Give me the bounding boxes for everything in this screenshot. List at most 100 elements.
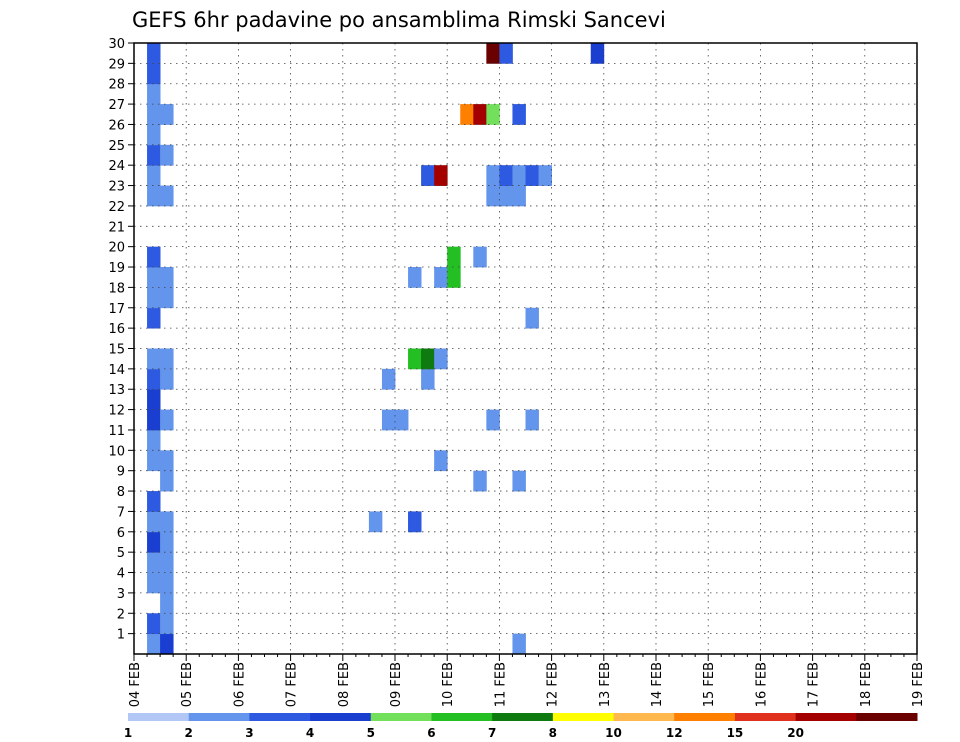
precip-cell bbox=[147, 450, 161, 472]
precip-cell bbox=[590, 42, 605, 64]
precip-cell bbox=[460, 104, 474, 125]
precip-cell bbox=[408, 348, 422, 370]
colorbar-label: 7 bbox=[488, 726, 496, 740]
precip-cell bbox=[147, 409, 161, 431]
y-tick-label: 21 bbox=[108, 220, 125, 235]
precip-cell bbox=[525, 307, 539, 329]
precip-cell bbox=[147, 267, 161, 288]
precip-cell bbox=[473, 246, 487, 268]
precip-cell bbox=[473, 104, 487, 125]
y-tick-label: 7 bbox=[117, 505, 125, 520]
colorbar-swatch bbox=[795, 713, 857, 721]
colorbar-label: 5 bbox=[367, 726, 375, 740]
y-tick-label: 5 bbox=[117, 546, 125, 561]
precip-cell bbox=[512, 104, 526, 125]
y-tick-label: 19 bbox=[108, 261, 125, 276]
precip-cell bbox=[147, 104, 161, 125]
y-tick-label: 8 bbox=[117, 485, 125, 500]
precip-cell bbox=[473, 470, 487, 492]
precip-cell bbox=[160, 368, 174, 390]
precip-cell bbox=[147, 572, 161, 594]
colorbar-swatch bbox=[492, 713, 554, 721]
precip-cell bbox=[421, 368, 435, 390]
precip-cell bbox=[160, 531, 174, 553]
y-tick-label: 13 bbox=[108, 383, 125, 398]
colorbar-swatch bbox=[674, 713, 736, 721]
precip-cell bbox=[421, 348, 435, 370]
y-tick-label: 12 bbox=[108, 404, 125, 419]
x-tick-label: 14 FEB bbox=[650, 662, 665, 707]
precip-cell bbox=[147, 165, 161, 186]
y-tick-label: 20 bbox=[108, 241, 125, 256]
x-tick-label: 08 FEB bbox=[337, 662, 352, 707]
precip-cell bbox=[408, 267, 422, 288]
precip-cell bbox=[160, 267, 174, 288]
precip-cell bbox=[499, 42, 513, 64]
precip-cell bbox=[381, 409, 396, 431]
y-tick-label: 14 bbox=[108, 363, 125, 378]
colorbar-label: 20 bbox=[787, 726, 804, 740]
y-tick-label: 2 bbox=[117, 607, 125, 622]
x-tick-label: 18 FEB bbox=[859, 662, 874, 707]
y-tick-label: 15 bbox=[108, 342, 125, 357]
precip-cell bbox=[160, 633, 174, 655]
y-tick-label: 23 bbox=[108, 180, 125, 195]
x-tick-label: 12 FEB bbox=[546, 662, 561, 707]
precip-cell bbox=[421, 165, 435, 186]
precip-cell bbox=[434, 450, 448, 472]
precip-cell bbox=[147, 552, 161, 573]
colorbar-swatch bbox=[613, 713, 675, 721]
grid-lines bbox=[134, 42, 917, 654]
precip-cell bbox=[147, 185, 161, 207]
x-tick-label: 09 FEB bbox=[389, 662, 404, 707]
colorbar-swatch bbox=[734, 713, 797, 721]
precip-cell bbox=[486, 409, 500, 431]
y-tick-label: 6 bbox=[117, 526, 125, 541]
precip-cell bbox=[395, 409, 409, 431]
x-tick-label: 06 FEB bbox=[232, 662, 247, 707]
precip-cell bbox=[147, 124, 161, 146]
x-tick-label: 07 FEB bbox=[285, 662, 300, 707]
precip-cell bbox=[486, 42, 500, 64]
precip-cell bbox=[499, 185, 513, 207]
precip-cell bbox=[147, 348, 161, 370]
precip-cell bbox=[160, 185, 174, 207]
precip-cell bbox=[147, 307, 161, 329]
precip-cell bbox=[160, 287, 174, 309]
precip-cell bbox=[160, 470, 174, 492]
colorbar-label: 6 bbox=[427, 726, 435, 740]
y-tick-label: 25 bbox=[108, 139, 125, 154]
precip-cell bbox=[147, 42, 161, 64]
y-tick-label: 28 bbox=[108, 78, 125, 93]
x-tick-label: 17 FEB bbox=[807, 662, 822, 707]
precip-cell bbox=[160, 348, 174, 370]
x-tick-label: 05 FEB bbox=[180, 662, 195, 707]
x-tick-label: 13 FEB bbox=[598, 662, 613, 707]
precip-cell bbox=[147, 246, 161, 268]
precip-cell bbox=[486, 165, 500, 186]
precip-cell bbox=[434, 348, 448, 370]
precip-cell bbox=[160, 409, 174, 431]
y-tick-label: 18 bbox=[108, 281, 125, 296]
precip-cell bbox=[512, 185, 526, 207]
precip-cell bbox=[160, 450, 174, 472]
precip-cell bbox=[147, 389, 161, 410]
colorbar-label: 15 bbox=[727, 726, 744, 740]
precip-cell bbox=[486, 104, 500, 125]
precip-cell bbox=[147, 633, 161, 655]
precip-cell bbox=[160, 613, 174, 635]
y-tick-label: 17 bbox=[108, 302, 125, 317]
y-tick-label: 30 bbox=[108, 37, 125, 52]
x-tick-label: 10 FEB bbox=[441, 662, 456, 707]
precip-cell bbox=[486, 185, 500, 207]
colorbar-swatch bbox=[552, 713, 615, 721]
precip-cell bbox=[147, 63, 161, 85]
precip-cell bbox=[525, 165, 539, 186]
colorbar-swatch bbox=[188, 713, 250, 721]
colorbar-label: 2 bbox=[185, 726, 193, 740]
precip-cell bbox=[408, 511, 422, 533]
precip-cell bbox=[447, 246, 461, 268]
colorbar-label: 8 bbox=[549, 726, 557, 740]
colorbar-swatch bbox=[431, 713, 493, 721]
